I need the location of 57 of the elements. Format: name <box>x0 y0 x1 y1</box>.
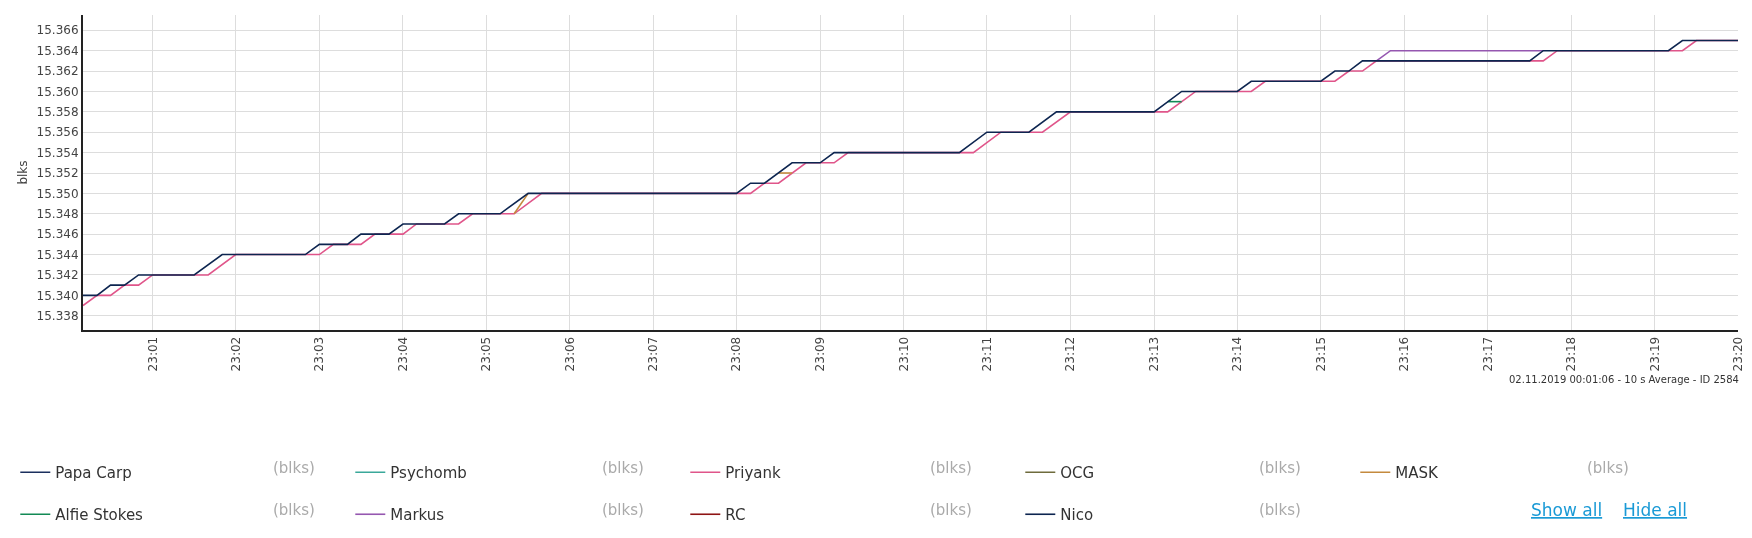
x-tick-label: 23:03 <box>312 336 327 372</box>
legend-label: Alfie Stokes <box>55 506 144 525</box>
y-tick-label: 15.364 <box>36 43 79 58</box>
legend-label: OCG <box>1060 464 1095 483</box>
y-tick-label: 15.338 <box>36 308 79 323</box>
x-tick-label: 23:06 <box>562 336 577 372</box>
x-tick-label: 23:08 <box>729 336 744 372</box>
legend-label: Psychomb <box>390 464 467 483</box>
y-tick-label: 15.352 <box>36 166 79 181</box>
x-tick-label: 23:05 <box>479 336 494 372</box>
text: (blks) <box>1587 459 1629 477</box>
y-tick-label: 15.360 <box>36 84 79 99</box>
legend-label: Priyank <box>725 464 781 483</box>
legend-label: Markus <box>390 506 445 525</box>
x-tick-label: 23:07 <box>646 336 661 372</box>
text: Hide all <box>1623 500 1688 520</box>
y-tick-label: 15.362 <box>36 64 79 79</box>
text: Show all <box>1531 500 1603 520</box>
y-tick-label: 15.346 <box>36 227 79 242</box>
x-tick-label: 23:02 <box>228 336 243 372</box>
y-tick-label: 15.344 <box>36 247 79 262</box>
text: (blks) <box>1259 459 1301 477</box>
legend-label: MASK <box>1395 464 1440 483</box>
x-tick-label: 23:09 <box>813 336 828 372</box>
x-tick-label: 23:16 <box>1397 336 1412 372</box>
y-tick-label: 15.342 <box>36 268 79 283</box>
x-tick-label: 23:10 <box>896 336 911 372</box>
y-tick-label: 15.366 <box>36 23 79 38</box>
legend-label: RC <box>725 506 746 525</box>
legend-label: Nico <box>1060 506 1094 525</box>
text: (blks) <box>273 501 315 519</box>
x-tick-label: 23:20 <box>1730 336 1745 372</box>
y-tick-label: 15.356 <box>36 125 79 140</box>
x-tick-label: 23:01 <box>145 336 160 372</box>
x-tick-label: 23:13 <box>1147 336 1162 372</box>
text: 02.11.2019 00:01:06 - 10 s Average - ID 2584 <box>1509 374 1739 385</box>
y-tick-label: 15.354 <box>36 145 79 160</box>
x-tick-label: 23:04 <box>395 336 410 372</box>
y-tick-label: 15.350 <box>36 186 79 201</box>
text: (blks) <box>602 501 644 519</box>
y-axis-title: blks <box>16 160 31 185</box>
x-tick-label: 23:18 <box>1564 336 1579 372</box>
y-tick-label: 15.340 <box>36 288 79 303</box>
y-tick-label: 15.358 <box>36 105 79 120</box>
text: (blks) <box>930 501 972 519</box>
text: (blks) <box>273 459 315 477</box>
x-tick-label: 23:12 <box>1063 336 1078 372</box>
legend-label: Papa Carp <box>55 464 132 483</box>
x-tick-label: 23:11 <box>979 336 994 372</box>
text: (blks) <box>602 459 644 477</box>
y-tick-label: 15.348 <box>36 206 79 221</box>
text: (blks) <box>1259 501 1301 519</box>
x-tick-label: 23:15 <box>1313 336 1328 372</box>
x-tick-label: 23:19 <box>1647 336 1662 372</box>
x-tick-label: 23:14 <box>1230 336 1245 372</box>
text: (blks) <box>930 459 972 477</box>
x-tick-label: 23:17 <box>1480 336 1495 372</box>
